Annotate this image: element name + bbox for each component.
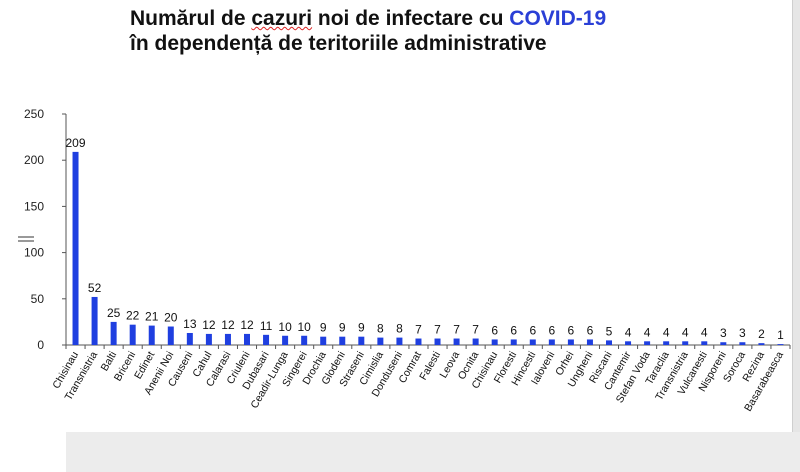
bar [72, 151, 79, 345]
title-mid: noi de infectare cu [312, 7, 510, 30]
value-label: 7 [434, 323, 441, 337]
y-tick-label: 150 [24, 199, 44, 213]
value-label: 11 [260, 319, 273, 333]
value-label: 12 [221, 318, 235, 332]
value-label: 12 [202, 318, 216, 332]
title-prefix: Numărul de [130, 7, 252, 30]
bar [205, 333, 212, 345]
value-label: 21 [145, 310, 159, 324]
chart-title: Numărul de cazuri noi de infectare cu CO… [130, 6, 606, 56]
title-accent: COVID-19 [509, 7, 607, 30]
bar [244, 333, 250, 345]
bar [606, 340, 612, 345]
value-label: 9 [358, 321, 365, 335]
value-label: 20 [164, 311, 178, 325]
bar [167, 326, 174, 345]
bar [720, 342, 727, 345]
bottom-left-block [0, 432, 66, 472]
value-label: 25 [107, 306, 121, 320]
bar [148, 325, 155, 345]
y-tick-label: 100 [24, 246, 44, 260]
value-label: 6 [491, 323, 498, 337]
bar [282, 335, 289, 345]
bar-chart: 050100150200250209Chisinau52Transnistria… [18, 107, 791, 414]
bar [434, 338, 441, 345]
value-label: 209 [66, 136, 86, 150]
bar [701, 341, 708, 345]
y-tick-label: 250 [24, 107, 44, 121]
bar [625, 341, 632, 345]
value-label: 4 [701, 325, 708, 339]
value-label: 4 [625, 325, 632, 339]
bar [510, 339, 517, 345]
title-line-1: Numărul de cazuri noi de infectare cu CO… [130, 6, 606, 31]
value-label: 3 [720, 326, 727, 340]
chart-panel [0, 0, 800, 432]
title-wavy-word: cazuri [251, 7, 313, 30]
value-label: 6 [529, 323, 536, 337]
bar [491, 339, 498, 345]
bar [777, 344, 784, 345]
value-label: 6 [548, 323, 555, 337]
bar [129, 324, 136, 345]
bar [453, 338, 460, 345]
bar [358, 336, 365, 345]
bar [377, 337, 384, 345]
value-label: 10 [278, 320, 292, 334]
bar [415, 338, 422, 345]
value-label: 22 [126, 309, 140, 323]
bar [758, 343, 765, 345]
value-label: 9 [339, 321, 346, 335]
title-line-2: în dependență de teritoriile administrat… [130, 32, 547, 55]
bar [682, 341, 689, 345]
bar [320, 336, 327, 345]
value-label: 7 [415, 323, 422, 337]
bar [396, 337, 403, 345]
bottom-strip [0, 432, 800, 472]
value-label: 8 [377, 322, 384, 336]
bar [548, 339, 555, 345]
bar [339, 336, 346, 345]
value-label: 10 [297, 320, 311, 334]
value-label: 6 [587, 323, 594, 337]
value-label: 12 [240, 318, 254, 332]
bar [644, 341, 651, 345]
value-label: 6 [510, 323, 517, 337]
right-edge [792, 0, 800, 432]
value-label: 8 [396, 322, 403, 336]
value-label: 5 [606, 324, 613, 338]
value-label: 3 [739, 326, 746, 340]
bar [567, 339, 574, 345]
bar [472, 338, 479, 345]
value-label: 1 [777, 328, 784, 342]
bar [301, 335, 308, 345]
bar [663, 341, 670, 345]
value-label: 2 [758, 327, 765, 341]
value-label: 6 [568, 323, 575, 337]
bar [739, 342, 746, 345]
value-label: 9 [320, 321, 327, 335]
bar [186, 332, 193, 345]
value-label: 13 [183, 317, 197, 331]
value-label: 4 [663, 325, 670, 339]
bar [529, 339, 536, 345]
value-label: 4 [644, 325, 651, 339]
value-label: 4 [682, 325, 689, 339]
y-tick-label: 200 [24, 153, 44, 167]
bar [91, 296, 98, 345]
y-tick-label: 0 [37, 338, 44, 352]
y-tick-label: 50 [31, 292, 45, 306]
bar [110, 321, 117, 345]
bar [224, 333, 231, 345]
bar [263, 334, 270, 345]
value-label: 7 [472, 323, 479, 337]
value-label: 7 [453, 323, 460, 337]
value-label: 52 [88, 281, 102, 295]
bar [586, 339, 593, 345]
